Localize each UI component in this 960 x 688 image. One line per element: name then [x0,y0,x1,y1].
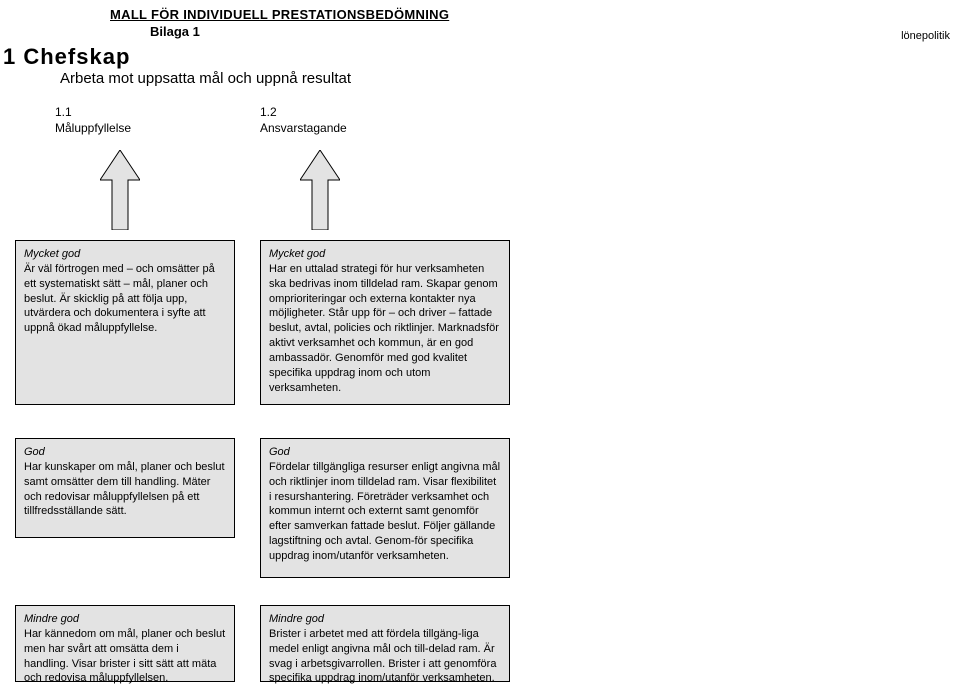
page-title: MALL FÖR INDIVIDUELL PRESTATIONSBEDÖMNIN… [110,7,449,22]
rating-box-mycket-god-col1: Mycket god Är väl förtrogen med – och om… [15,240,235,405]
rating-label: Mindre god [24,613,79,625]
rating-text: Har en uttalad strategi för hur verksamh… [269,263,499,394]
corner-label: lönepolitik [901,30,950,42]
rating-text: Brister i arbetet med att fördela tillgä… [269,628,496,685]
rating-box-mindre-god-col2: Mindre god Brister i arbetet med att för… [260,605,510,682]
arrow-up-icon [100,150,140,230]
rating-box-god-col1: God Har kunskaper om mål, planer och bes… [15,438,235,538]
rating-text: Fördelar tillgängliga resurser enligt an… [269,461,500,562]
column-2-header: 1.2 Ansvarstagande [260,105,347,136]
rating-text: Är väl förtrogen med – och omsätter på e… [24,263,215,334]
column-1-label: Måluppfyllelse [55,121,131,135]
column-2-label: Ansvarstagande [260,121,347,135]
rating-box-mycket-god-col2: Mycket god Har en uttalad strategi för h… [260,240,510,405]
rating-text: Har kunskaper om mål, planer och beslut … [24,461,225,518]
rating-text: Har kännedom om mål, planer och beslut m… [24,628,225,685]
rating-label: Mindre god [269,613,324,625]
section-description: Arbeta mot uppsatta mål och uppnå result… [60,70,351,87]
arrow-up-icon [300,150,340,230]
rating-box-god-col2: God Fördelar tillgängliga resurser enlig… [260,438,510,578]
column-1-header: 1.1 Måluppfyllelse [55,105,131,136]
rating-label: Mycket god [269,248,325,260]
rating-box-mindre-god-col1: Mindre god Har kännedom om mål, planer o… [15,605,235,682]
rating-label: God [24,446,45,458]
page-subtitle: Bilaga 1 [150,24,200,39]
column-1-number: 1.1 [55,105,72,119]
rating-label: Mycket god [24,248,80,260]
rating-label: God [269,446,290,458]
column-2-number: 1.2 [260,105,277,119]
section-heading: 1 Chefskap [3,44,130,70]
